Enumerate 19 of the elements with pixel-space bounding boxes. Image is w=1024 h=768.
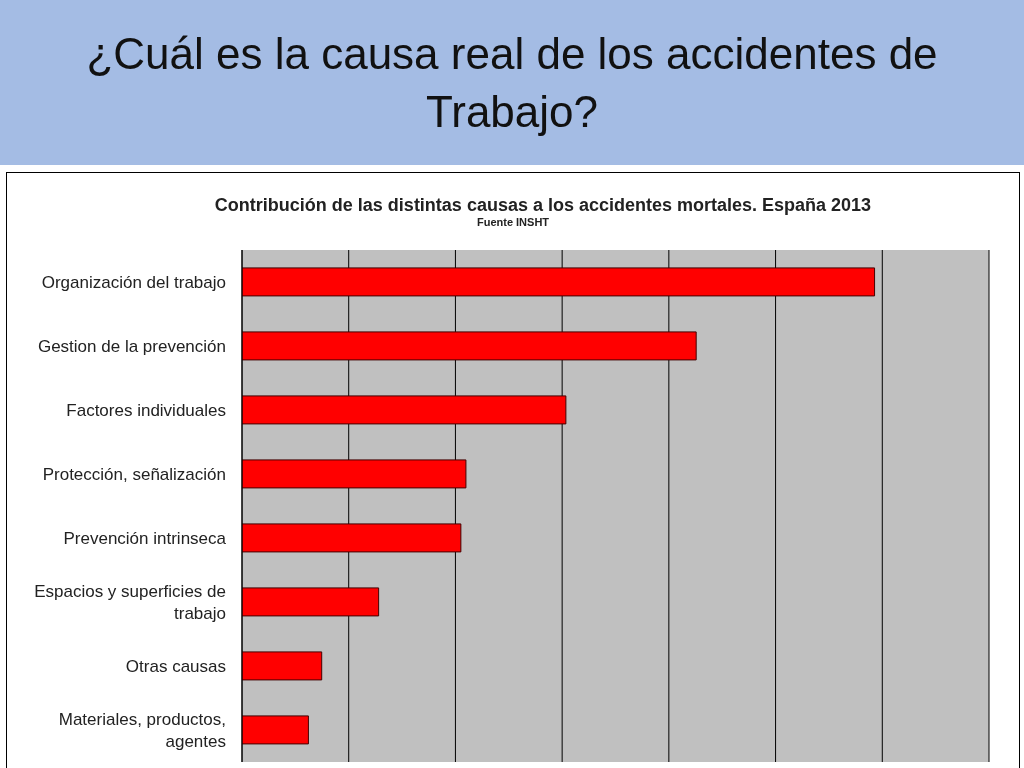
y-tick-label: Materiales, productos, agentes bbox=[58, 709, 226, 751]
bar bbox=[242, 587, 380, 617]
chart-title: ¿Cuál es la causa real de los accidentes de Trabajo? bbox=[85, 27, 939, 138]
source-note: Fuente INSHT bbox=[475, 216, 551, 228]
y-tick-label: Organización del trabajo bbox=[41, 272, 226, 292]
bar bbox=[242, 331, 697, 361]
bar bbox=[242, 267, 876, 297]
y-tick-label: Gestion de la prevención bbox=[37, 336, 226, 356]
y-tick-label: Factores individuales bbox=[66, 400, 226, 420]
y-tick-label: Espacios y superficies de trabajo bbox=[34, 581, 226, 623]
chart-subtitle: Contribución de las distintas causas a los accidentes mortales. España 2013 bbox=[213, 195, 873, 216]
bar bbox=[242, 395, 567, 425]
bar bbox=[242, 459, 467, 489]
y-tick-label: Prevención intrinseca bbox=[63, 528, 227, 548]
y-tick-label: Otras causas bbox=[125, 656, 226, 676]
bar bbox=[242, 651, 323, 681]
y-tick-label: Protección, señalización bbox=[42, 464, 226, 484]
bar bbox=[242, 715, 309, 745]
bar bbox=[242, 523, 462, 553]
